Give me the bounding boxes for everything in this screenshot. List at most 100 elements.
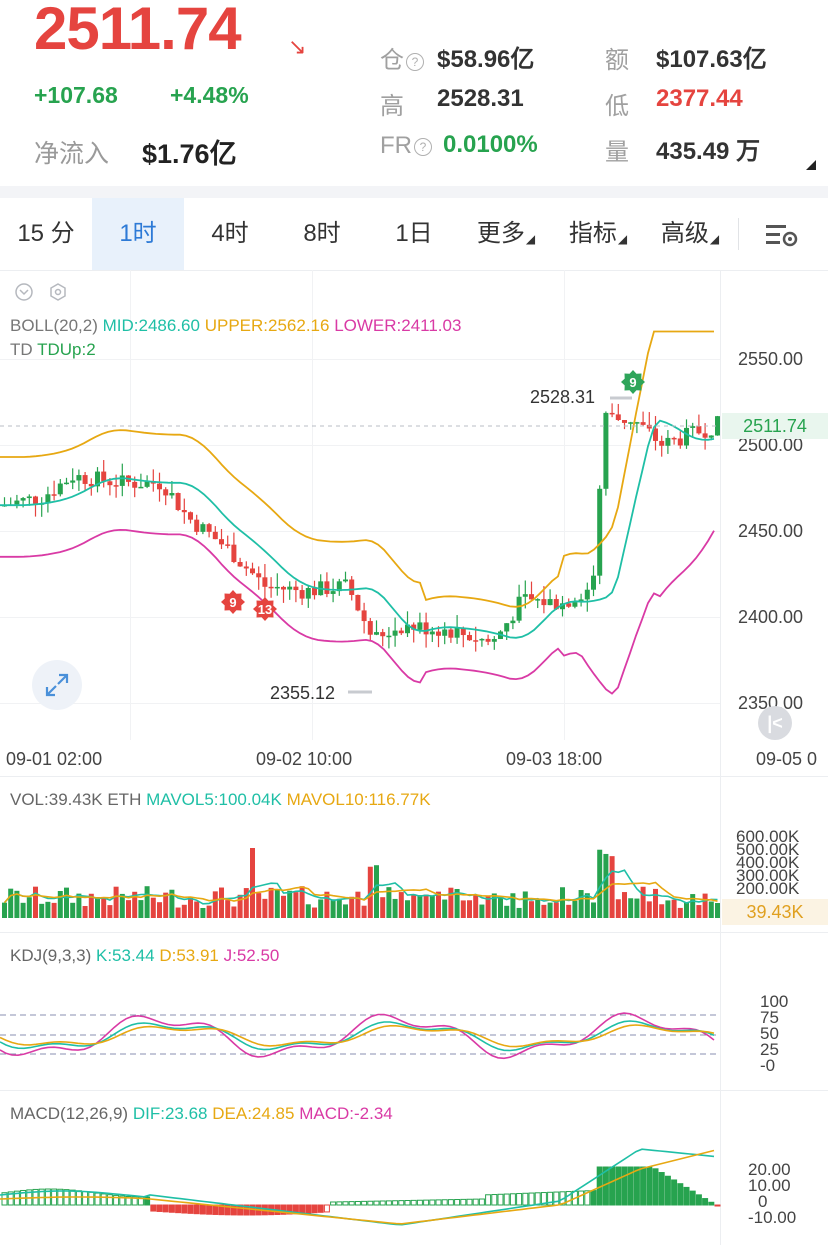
- volume-bar: [355, 891, 361, 918]
- candle-body: [547, 599, 553, 606]
- macd-histogram-bar: [429, 1199, 436, 1206]
- volume-bar: [615, 899, 621, 918]
- volume-bar: [467, 900, 472, 918]
- volume-bar: [318, 899, 324, 918]
- volume-bar: [45, 901, 51, 918]
- candle-body: [268, 586, 274, 589]
- dropdown-triangle-icon: ◢: [617, 232, 628, 246]
- macd-histogram-bar: [150, 1204, 157, 1212]
- volume-bar: [510, 893, 516, 918]
- tab-divider: [738, 218, 739, 250]
- candle-body: [609, 412, 615, 415]
- volume-bar: [64, 887, 69, 918]
- open-interest-value: $58.96亿: [437, 46, 535, 73]
- tab-4h[interactable]: 4时: [211, 220, 249, 247]
- macd-histogram-bar: [193, 1204, 200, 1215]
- scroll-to-latest-button[interactable]: |<: [758, 706, 792, 740]
- expand-corner-icon[interactable]: [806, 160, 816, 170]
- candle-body: [374, 632, 379, 635]
- y-tick: 0: [758, 1192, 768, 1211]
- volume-bar: [361, 905, 367, 918]
- volume-bar: [646, 901, 652, 918]
- turnover-value: $107.63亿: [656, 46, 767, 73]
- candle-body: [88, 483, 94, 487]
- tab-15m[interactable]: 15 分: [17, 220, 75, 247]
- volume-bar: [405, 900, 410, 918]
- candle-body: [219, 539, 224, 545]
- macd-histogram-bar: [348, 1201, 355, 1206]
- volume-bar: [349, 896, 355, 918]
- volume-bar: [256, 893, 262, 918]
- axis-border: [720, 270, 721, 1245]
- tab-1h[interactable]: 1时: [92, 198, 184, 270]
- x-tick: 09-01 02:00: [6, 749, 103, 769]
- candle-body: [510, 620, 516, 624]
- candle-body: [287, 586, 293, 590]
- candle-body: [460, 627, 466, 636]
- volume-bar: [343, 904, 348, 918]
- volume-bar: [157, 902, 162, 918]
- macd-histogram-bar: [509, 1193, 516, 1206]
- macd-histogram-bar: [311, 1204, 318, 1214]
- y-tick: 2500.00: [738, 435, 804, 455]
- fullscreen-button[interactable]: [32, 660, 82, 710]
- macd-histogram-bar: [640, 1166, 647, 1206]
- volume-bar: [473, 894, 479, 918]
- help-icon[interactable]: ?: [414, 138, 432, 156]
- grid-line: [130, 270, 131, 740]
- candle-body: [522, 594, 528, 597]
- vol-legend: VOL:39.43K ETH MAVOL5:100.04K MAVOL10:11…: [10, 790, 431, 809]
- macd-histogram-bar: [342, 1201, 349, 1206]
- help-icon[interactable]: ?: [406, 53, 424, 71]
- macd-histogram-bar: [460, 1198, 467, 1206]
- candle-body: [293, 586, 299, 591]
- vol-y-ticks: 600.00K 500.00K 400.00K 300.00K 200.00K: [736, 828, 800, 898]
- kdj-j-line: [0, 1012, 715, 1060]
- volume-bar: [671, 899, 677, 918]
- tab-indicators[interactable]: 指标◢: [568, 220, 628, 247]
- volume-bar: [448, 887, 454, 918]
- volume-bar: [547, 902, 553, 918]
- candle-body: [429, 631, 435, 635]
- indicator-toggle-icons[interactable]: [14, 282, 78, 302]
- macd-histogram-bar: [522, 1192, 529, 1206]
- volume-bar: [138, 900, 144, 918]
- candle-body: [169, 493, 175, 496]
- volume-bar: [398, 892, 404, 918]
- macd-histogram-bar: [373, 1200, 380, 1206]
- macd-histogram-bar: [361, 1200, 368, 1206]
- candle-body: [194, 519, 200, 532]
- candle-body: [250, 568, 255, 574]
- volume-bar: [690, 894, 696, 918]
- macd-histogram-bar: [423, 1199, 430, 1206]
- volume-bar: [250, 848, 255, 918]
- ticker-header: 2511.74 ↘ +107.68 +4.48% 净流入 $1.76亿 仓? $…: [0, 0, 828, 186]
- macd-histogram-bar: [528, 1192, 535, 1206]
- tab-1d[interactable]: 1日: [395, 220, 433, 247]
- chart-settings-icon[interactable]: [764, 222, 800, 248]
- candle-body: [343, 579, 348, 582]
- volume-bar: [33, 886, 38, 918]
- tab-8h[interactable]: 8时: [303, 220, 341, 247]
- y-tick: 200.00K: [736, 879, 800, 898]
- candle-body: [467, 635, 472, 641]
- macd-histogram-bar: [199, 1204, 206, 1215]
- candle-body: [181, 510, 187, 513]
- volume-bar: [380, 897, 386, 918]
- macd-histogram-bar: [88, 1191, 95, 1206]
- boll-upper-line: [0, 330, 714, 608]
- tab-more[interactable]: 更多◢: [476, 220, 536, 247]
- interval-tabs: 15 分 1时 4时 8时 1日 更多◢ 指标◢ 高级◢: [0, 198, 828, 271]
- macd-histogram-bar: [671, 1179, 678, 1206]
- macd-histogram-bar: [317, 1204, 324, 1213]
- tab-advanced[interactable]: 高级◢: [660, 220, 720, 247]
- mavol10-line: [3, 881, 718, 904]
- candle-body: [20, 498, 26, 501]
- candle-body: [566, 603, 572, 607]
- candle-body: [398, 630, 404, 634]
- candle-body: [591, 575, 596, 590]
- price-change-pct: +4.48%: [170, 82, 249, 108]
- candle-body: [516, 596, 522, 621]
- volume-current-tag: 39.43K: [722, 899, 828, 925]
- candle-body: [529, 594, 534, 600]
